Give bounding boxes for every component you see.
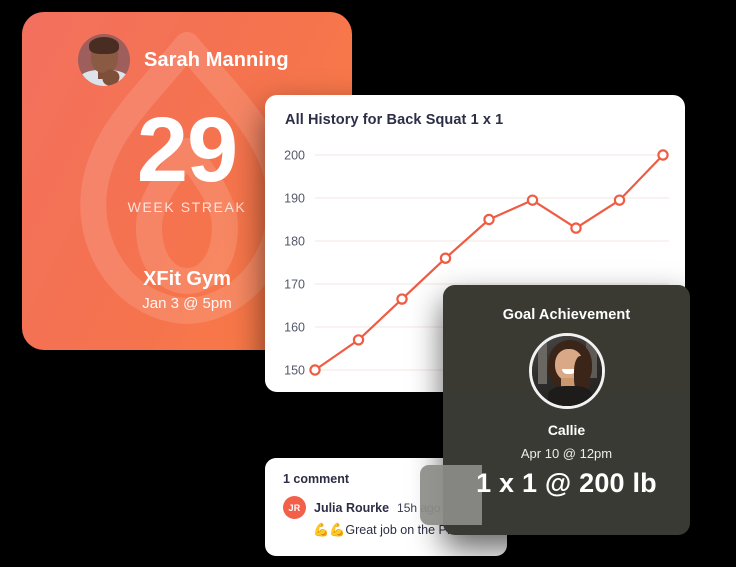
comment-text: Great job on the PR!! — [345, 523, 463, 537]
goal-achievement-card[interactable]: Goal Achievement Callie Apr 10 @ 12pm 1 … — [420, 285, 690, 535]
user-name: Sarah Manning — [144, 48, 289, 71]
y-axis-tick-label: 170 — [284, 278, 305, 292]
goal-user-name: Callie — [547, 422, 586, 438]
line-chart-svg: 200 190 180 170 160 150 — [284, 149, 669, 378]
comment-count: 1 comment — [283, 472, 349, 486]
comment-text-row: 💪💪Great job on the PR!! — [313, 522, 463, 538]
avatar[interactable]: JR — [283, 496, 306, 519]
chart-data-point[interactable] — [526, 194, 539, 206]
avatar-top — [547, 386, 592, 406]
chart-data-point[interactable] — [309, 364, 321, 376]
chart-data-point[interactable] — [613, 194, 626, 206]
chart-data-point[interactable] — [439, 252, 452, 264]
y-axis-tick-label: 200 — [284, 149, 305, 163]
streak-metric: 29 WEEK STREAK — [22, 99, 352, 215]
flexed-biceps-icon: 💪💪 — [313, 522, 346, 537]
y-axis-tick-label: 160 — [284, 321, 305, 335]
gym-name: XFit Gym — [143, 268, 231, 290]
comment-author[interactable]: Julia Rourke — [314, 500, 390, 515]
gym-info: XFit Gym Jan 3 @ 5pm — [22, 268, 352, 312]
goal-card-left-shade — [420, 465, 482, 525]
avatar-hair-side — [573, 356, 590, 394]
sarah-avatar[interactable] — [78, 34, 130, 86]
avatar-hair — [89, 37, 119, 54]
avatar-smile — [561, 369, 576, 374]
avatar-neck — [560, 378, 577, 388]
callie-avatar[interactable] — [528, 333, 605, 409]
y-axis-tick-label: 190 — [284, 192, 305, 206]
chart-title: All History for Back Squat 1 x 1 — [285, 112, 504, 128]
streak-card-header: Sarah Manning — [78, 34, 289, 86]
goal-stat: 1 x 1 @ 200 lb — [476, 468, 657, 498]
comment-author-row: JR Julia Rourke 15h ago — [283, 496, 440, 519]
avatar-bg-rack-left — [537, 340, 547, 384]
chart-data-point[interactable] — [352, 334, 365, 346]
y-axis-tick-label: 180 — [284, 235, 305, 249]
streak-label: WEEK STREAK — [127, 198, 247, 215]
chart-plot-area[interactable]: 200 190 180 170 160 150 — [265, 137, 685, 392]
goal-date: Apr 10 @ 12pm — [520, 446, 613, 461]
gym-time: Jan 3 @ 5pm — [142, 295, 232, 312]
chart-data-point[interactable] — [483, 213, 495, 226]
chart-data-point[interactable] — [657, 149, 669, 161]
y-axis-tick-label: 150 — [284, 364, 305, 378]
chart-data-point[interactable] — [570, 222, 582, 234]
goal-title: Goal Achievement — [502, 307, 631, 323]
chart-data-point[interactable] — [396, 293, 408, 305]
streak-number: 29 — [136, 99, 238, 201]
